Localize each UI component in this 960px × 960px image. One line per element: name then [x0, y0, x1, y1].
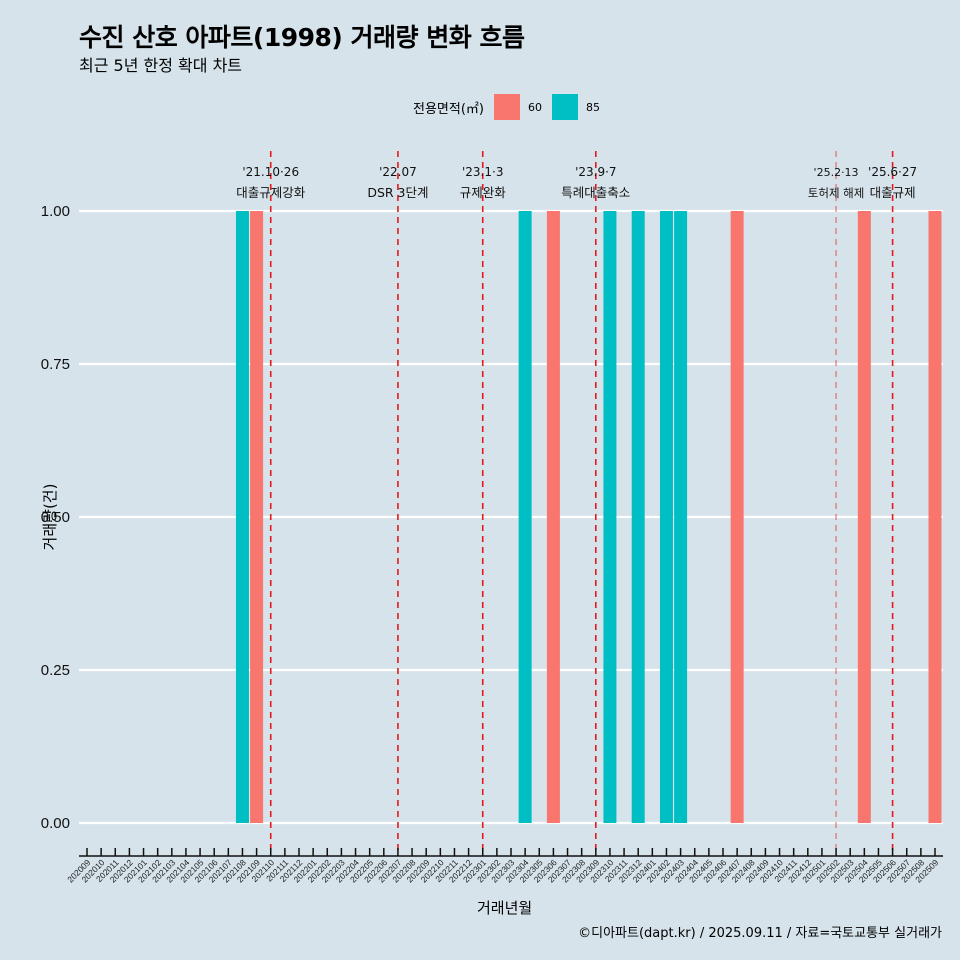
bar-85-202312: [631, 211, 645, 823]
bar-60-202407: [730, 211, 744, 823]
bar-60-202504: [857, 211, 871, 823]
y-tick-label: 0.50: [41, 509, 70, 526]
annotation-label: 대출규제: [870, 185, 916, 200]
bar-85-202304: [518, 211, 532, 823]
annotation-label: 대출규제강화: [236, 185, 306, 200]
bar-85-202310: [603, 211, 617, 823]
annotation-label: DSR 3단계: [367, 185, 428, 200]
y-tick-labels: 0.00 0.25 0.50 0.75 1.00: [41, 203, 70, 832]
bars: [235, 211, 942, 823]
bar-85-202402: [659, 211, 673, 823]
y-tick-label: 0.00: [41, 815, 70, 832]
annotation-date: '21.10·26: [242, 165, 299, 179]
annotation-date: '23.9·7: [575, 165, 616, 179]
y-axis-label: 거래량(건): [40, 483, 59, 551]
annotation-date: '25.6·27: [868, 165, 917, 179]
bar-85-202108: [235, 211, 249, 823]
annotation-label: 특례대출축소: [561, 185, 630, 200]
y-tick-label: 1.00: [41, 203, 70, 220]
chart-subtitle: 최근 5년 한정 확대 차트: [79, 56, 243, 75]
bar-60-202306: [546, 211, 560, 823]
bar-85-202403: [674, 211, 688, 823]
bar-60-202509: [928, 211, 942, 823]
legend: 전용면적(㎡) 60 85: [413, 93, 610, 121]
annotation-date: '25.2·13: [814, 166, 859, 179]
legend-title: 전용면적(㎡): [413, 101, 484, 117]
legend-swatch-60: [493, 94, 520, 120]
bar-60-202109: [250, 211, 264, 823]
chart-title: 수진 산호 아파트(1998) 거래량 변화 흐름: [79, 23, 525, 52]
legend-label-85: 85: [585, 100, 600, 114]
annotation-label: 규제완화: [460, 185, 507, 200]
annotation-labels: '21.10·26 대출규제강화 '22.07 DSR 3단계 '23.1·3 규제완화 '…: [236, 165, 917, 200]
gridlines: [79, 209, 943, 825]
annotation-lines: [269, 151, 894, 856]
annotation-label: 토허제 해제: [808, 186, 865, 200]
legend-label-60: 60: [527, 100, 542, 114]
x-axis: 2020092020102020112020122021012021022021…: [65, 848, 943, 884]
y-tick-label: 0.25: [41, 662, 70, 679]
x-axis-label: 거래년월: [477, 899, 533, 917]
annotation-date: '23.1·3: [462, 165, 503, 179]
legend-swatch-85: [551, 94, 578, 120]
source-caption: ©디아파트(dapt.kr) / 2025.09.11 / 자료=국토교통부 실…: [578, 926, 942, 941]
annotation-date: '22.07: [379, 165, 417, 179]
y-tick-label: 0.75: [41, 356, 70, 373]
